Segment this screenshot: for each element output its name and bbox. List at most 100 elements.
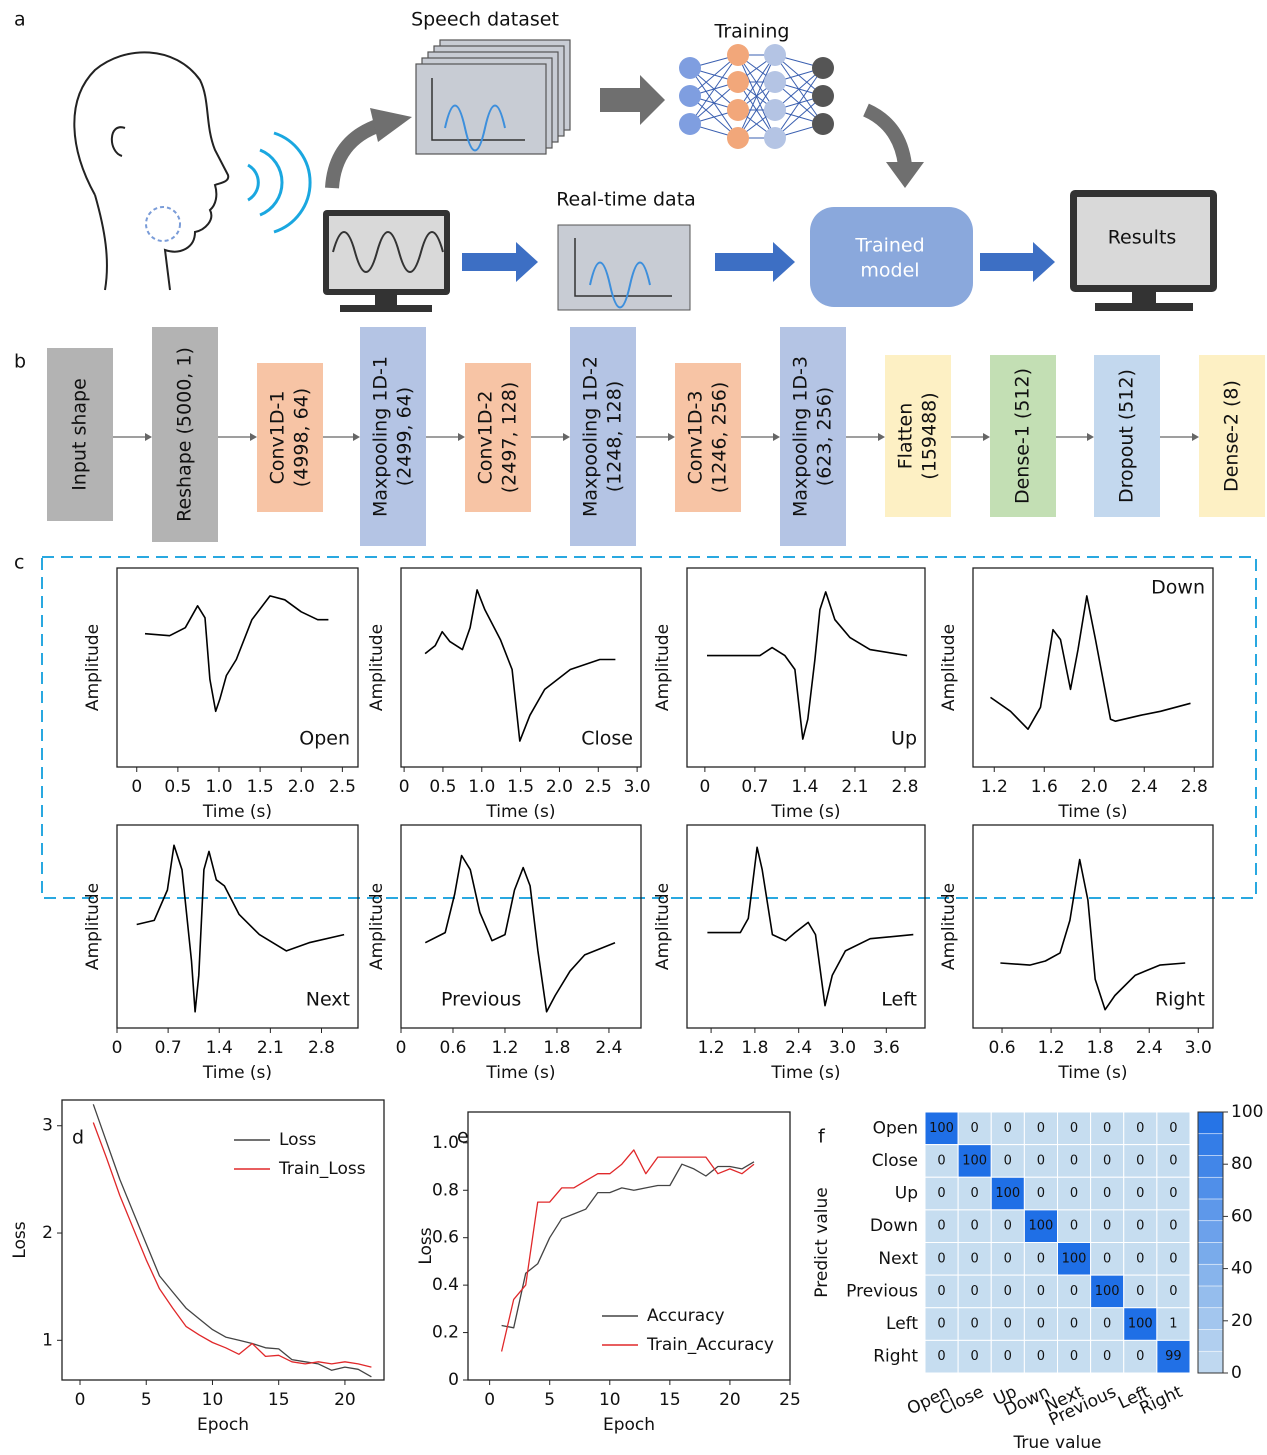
sound-waves [248,133,310,232]
legend-label: Train_Accuracy [646,1335,774,1355]
x-axis-label: Time (s) [202,1063,272,1083]
nn-node [764,71,786,93]
training-label: Training [714,21,790,43]
y-tick-label: 0.8 [432,1180,459,1200]
row-label: Previous [846,1281,918,1301]
layer-label: Conv1D-2 [475,391,497,485]
speaker-icon [74,52,228,290]
x-tick-label: 3.0 [1185,1038,1212,1058]
layer-label: Maxpooling 1D-3 [790,356,812,517]
row-label: Right [873,1347,918,1367]
x-tick-label: 20 [719,1390,741,1410]
cell-label: 100 [1128,1317,1153,1332]
cell-label: 0 [971,1317,979,1332]
x-tick-label: 15 [268,1390,290,1410]
data-line [93,1104,371,1377]
x-tick-label: 2.1 [257,1038,284,1058]
cell-label: 100 [929,1121,954,1136]
x-axis-label: Epoch [603,1415,655,1435]
colorbar-label: 80 [1231,1154,1253,1174]
cell-label: 0 [1136,1284,1144,1299]
cell-label: 0 [1136,1219,1144,1234]
x-tick-label: 10 [599,1390,621,1410]
data-line [991,596,1191,729]
colorbar-label: 60 [1231,1206,1253,1226]
cell-label: 0 [1037,1349,1045,1364]
colorbar-step [1198,1351,1223,1373]
cell-label: 0 [971,1251,979,1266]
y-axis-label: Amplitude [653,883,673,970]
cell-label: 0 [1070,1186,1078,1201]
x-tick-label: 5 [141,1390,152,1410]
x-tick-label: 2.0 [1081,777,1108,797]
layer-label: (4998, 64) [291,388,313,487]
x-tick-label: 2.4 [595,1038,622,1058]
curve-label: Close [581,728,633,750]
x-tick-label: 3.0 [624,777,651,797]
cell-label: 0 [1070,1219,1078,1234]
cell-label: 0 [1136,1121,1144,1136]
x-tick-label: 1.2 [698,1038,725,1058]
data-line [707,847,913,1005]
colorbar-step [1198,1221,1223,1243]
realtime-card [558,225,690,310]
colorbar-step [1198,1286,1223,1308]
cell-label: 0 [1169,1251,1177,1266]
cell-label: 0 [1070,1317,1078,1332]
layer-label: (2499, 64) [394,387,416,486]
cell-label: 100 [1029,1219,1054,1234]
row-label: Next [878,1249,918,1269]
model-label: model [860,260,919,282]
flow-arrow-head [145,433,152,441]
results-label: Results [1108,227,1177,249]
cell-label: 0 [1004,1153,1012,1168]
x-tick-label: 1.4 [791,777,818,797]
x-tick-label: 2.8 [891,777,918,797]
x-tick-label: 1.8 [543,1038,570,1058]
x-axis-label: Time (s) [485,1063,555,1083]
x-tick-label: 2.5 [329,777,356,797]
data-line [502,1162,754,1328]
cell-label: 100 [1095,1284,1120,1299]
nn-node [727,99,749,121]
monitor-results [1070,190,1217,311]
cell-label: 0 [937,1349,945,1364]
arrow [980,242,1055,282]
curve-label: Down [1151,577,1205,599]
x-axis-label: Epoch [197,1415,249,1435]
layer-label: Conv1D-3 [685,391,707,485]
x-tick-label: 0 [484,1390,495,1410]
data-line [137,845,344,1012]
colorbar-step [1198,1199,1223,1221]
flow-arrow-head [878,433,885,441]
x-tick-label: 2.0 [546,777,573,797]
y-axis-label: Amplitude [83,883,103,970]
y-tick-label: 0.4 [432,1275,459,1295]
y-tick-label: 1 [42,1330,53,1350]
x-tick-label: 0 [699,777,710,797]
layer-label: (1246, 256) [709,382,731,494]
cell-label: 0 [1169,1186,1177,1201]
layer-label: Flatten [895,403,917,469]
cell-label: 99 [1165,1349,1182,1364]
colorbar-step [1198,1330,1223,1352]
flow-arrow-head [458,433,465,441]
cell-label: 0 [937,1317,945,1332]
cell-label: 0 [1070,1153,1078,1168]
y-tick-label: 2 [42,1223,53,1243]
layer-label: Dropout (512) [1116,369,1138,503]
cell-label: 0 [1169,1153,1177,1168]
cell-label: 0 [1004,1349,1012,1364]
flow-arrow-head [983,433,990,441]
curve-label: Up [891,728,917,750]
cell-label: 0 [1103,1349,1111,1364]
legend-label: Accuracy [647,1306,725,1326]
figure: Speech dataset Training Real-time data T… [0,0,1267,1455]
arrow [462,242,538,282]
x-tick-label: 20 [334,1390,356,1410]
y-tick-label: 3 [42,1116,53,1136]
flow-arrow-head [563,433,570,441]
x-tick-label: 1.2 [1038,1038,1065,1058]
x-tick-label: 1.2 [981,777,1008,797]
x-tick-label: 3.6 [873,1038,900,1058]
